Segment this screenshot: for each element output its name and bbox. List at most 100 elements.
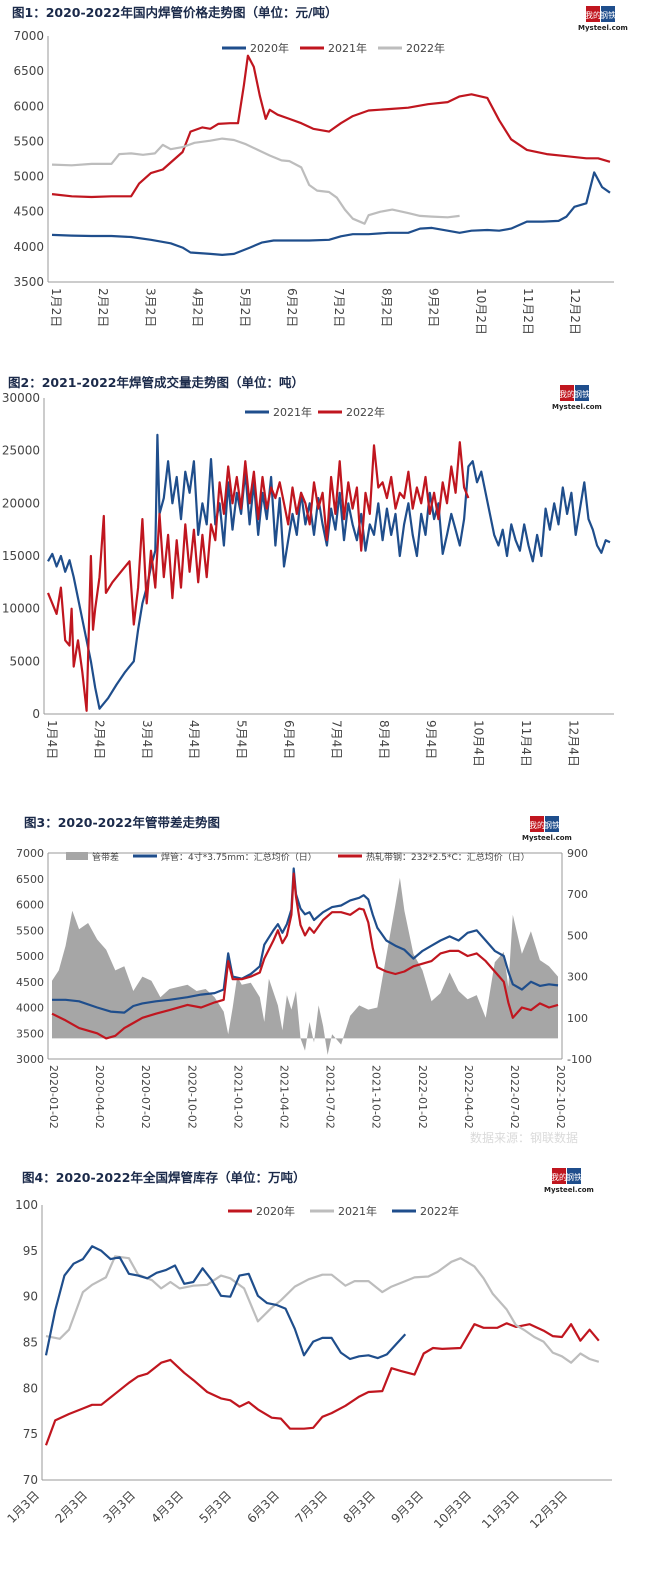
chart-title: 图4：2020-2022年全国焊管库存（单位：万吨） [22,1170,305,1185]
y2-tick-label: 100 [567,1012,588,1025]
series-line-2 [46,441,470,712]
y-tick-label: 6000 [16,899,44,912]
x-tick-label: 4月4日 [187,720,201,759]
y-tick-label: 4000 [16,1002,44,1015]
legend-label: 2021年 [328,41,367,55]
legend-label: 焊管：4寸*3.75mm：汇总均价（日） [161,851,317,863]
x-tick-label: 5月4日 [235,720,249,759]
y-tick-label: 5500 [16,924,44,937]
x-tick-label: 6月2日 [285,288,299,327]
x-tick-label: 2020-01-02 [47,1065,60,1129]
x-tick-label: 5月3日 [196,1488,234,1526]
y-tick-label: 6500 [16,873,44,886]
x-tick-label: 2020-10-02 [185,1065,198,1129]
series-line-3 [44,1245,407,1361]
x-tick-label: 3月3日 [100,1488,138,1526]
y-tick-label: 5000 [13,170,44,184]
y-tick-label: 5000 [16,950,44,963]
x-tick-label: 2月4日 [92,720,106,759]
y2-tick-label: 300 [567,971,588,984]
x-tick-label: 2021-04-02 [278,1065,291,1129]
legend-label: 2021年 [338,1204,377,1218]
logo-en: Mysteel.com [544,1186,594,1194]
x-tick-label: 2021-07-02 [324,1065,337,1129]
legend-label: 2022年 [346,405,385,419]
x-tick-label: 5月2日 [238,288,252,327]
y-tick-label: 85 [23,1336,38,1350]
logo-cn: 我的 [551,1172,567,1182]
x-tick-label: 1月2日 [49,288,63,327]
chart-1: 图1：2020-2022年国内焊管价格走势图（单位：元/吨） 3500 4000 45… [12,5,614,335]
y-tick-label: 0 [32,707,40,721]
logo-cn: 我的 [585,10,601,20]
x-tick-label: 2020-07-02 [139,1065,152,1129]
chart-title: 图1：2020-2022年国内焊管价格走势图（单位：元/吨） [12,5,338,20]
legend-label: 2022年 [420,1204,459,1218]
x-tick-label: 9月4日 [424,720,438,759]
chart-2: 图2：2021-2022年焊管成交量走势图（单位：吨） 0 5000 10000 150… [2,375,614,767]
mysteel-logo: 我的 钢铁 Mysteel.com [544,1168,594,1194]
logo-mark [567,1168,581,1184]
series-line-2 [51,54,611,199]
chart-3: 图3：2020-2022年管带差走势图 3000 3500 4000 4500 5000 5… [16,815,592,1129]
series-line-1 [47,433,611,710]
y-tick-label: 3500 [13,275,44,289]
x-tick-label: 8月4日 [377,720,391,759]
logo-mark [560,385,574,401]
y-tick-label: 4500 [13,205,44,219]
x-tick-label: 1月4日 [45,720,59,759]
y-tick-label: 75 [23,1427,38,1441]
y-tick-label: 25000 [2,444,40,458]
y-tick-label: 30000 [2,391,40,405]
y-tick-label: 3500 [16,1027,44,1040]
y-tick-label: 95 [23,1244,38,1258]
y-tick-label: 5500 [13,134,44,148]
y-tick-label: 6000 [13,99,44,113]
y-tick-label: 20000 [2,496,40,510]
series-line-1 [52,867,559,1014]
x-tick-label: 10月4日 [472,720,486,767]
legend-label: 管带差 [92,851,119,863]
y-tick-label: 7000 [13,29,44,43]
x-tick-label: 2月3日 [52,1488,90,1526]
x-tick-label: 11月4日 [519,720,533,767]
x-tick-label: 12月4日 [566,720,580,767]
y2-tick-label: 900 [567,847,588,860]
mysteel-logo: 我的 钢铁 Mysteel.com [578,6,628,32]
logo-mark [586,6,600,22]
x-tick-label: 11月3日 [479,1488,522,1531]
y-tick-label: 15000 [2,549,40,563]
x-tick-label: 6月4日 [282,720,296,759]
logo-mark [552,1168,566,1184]
series-line-1 [44,1322,600,1446]
y2-tick-label: -100 [567,1053,592,1066]
logo-mark [530,816,544,832]
logo-mark [575,385,589,401]
x-tick-label: 12月3日 [527,1488,570,1531]
x-tick-label: 2022-10-02 [554,1065,567,1129]
logo-cn: 我的 [559,389,575,399]
y-tick-label: 100 [15,1198,38,1212]
x-tick-label: 10月3日 [431,1488,474,1531]
logo-en: Mysteel.com [522,834,572,842]
logo-mark [545,816,559,832]
y-tick-label: 80 [23,1381,38,1395]
x-tick-label: 4月3日 [148,1488,186,1526]
series-line-2 [51,872,559,1040]
logo-cn: 钢铁 [574,389,590,399]
area-spread [52,877,558,1055]
x-tick-label: 9月2日 [427,288,441,327]
y2-tick-label: 500 [567,929,588,942]
legend-swatch [66,852,88,860]
series-line-1 [51,171,611,256]
x-tick-label: 2月2日 [96,288,110,327]
x-tick-label: 1月3日 [4,1488,42,1526]
legend-label: 2021年 [273,405,312,419]
y-tick-label: 7000 [16,847,44,860]
y-tick-label: 3000 [16,1053,44,1066]
x-tick-label: 8月3日 [340,1488,378,1526]
x-tick-label: 4月2日 [191,288,205,327]
chart-title: 图3：2020-2022年管带差走势图 [24,815,220,830]
